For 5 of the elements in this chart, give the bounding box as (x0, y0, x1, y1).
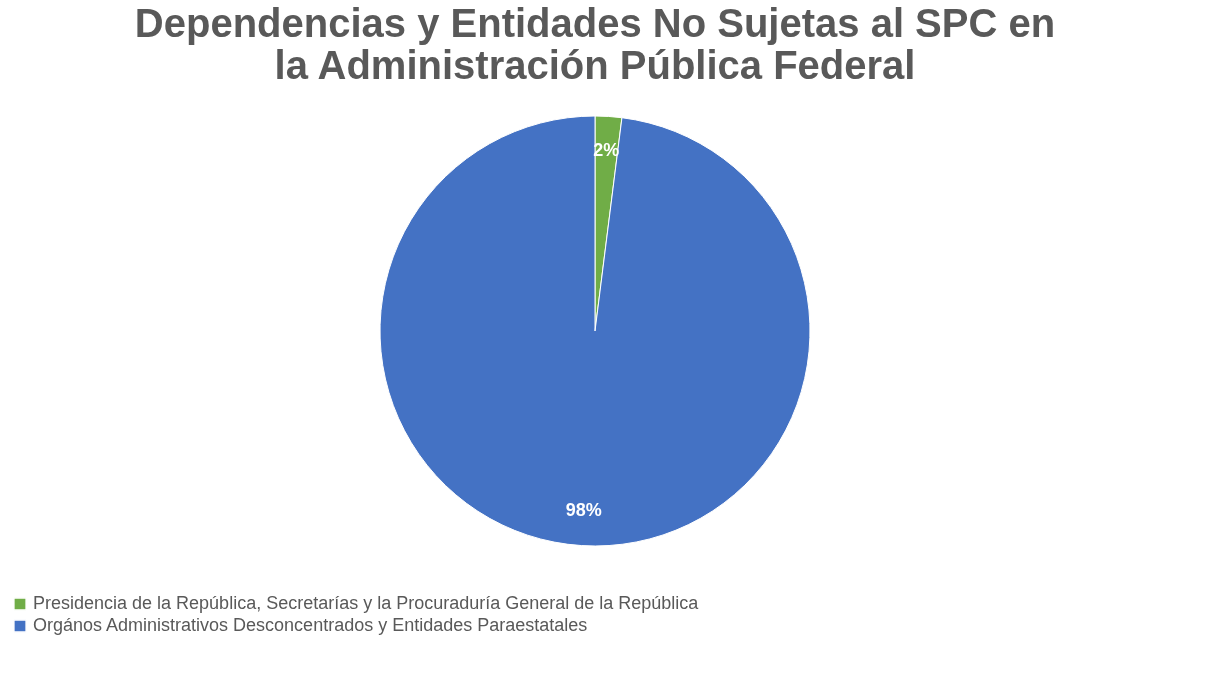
pie-slice (379, 115, 811, 547)
text: Dependencias y Entidades No Sujetas al SPC en (134, 1, 1056, 45)
legend-label: Orgános Administrativos Desconcentrados y Entidades Paraestatales (33, 615, 588, 635)
legend-label: Presidencia de la República, Secretarías y la Procuraduría General de la República (33, 593, 700, 613)
data-label: 98% (565, 499, 602, 520)
